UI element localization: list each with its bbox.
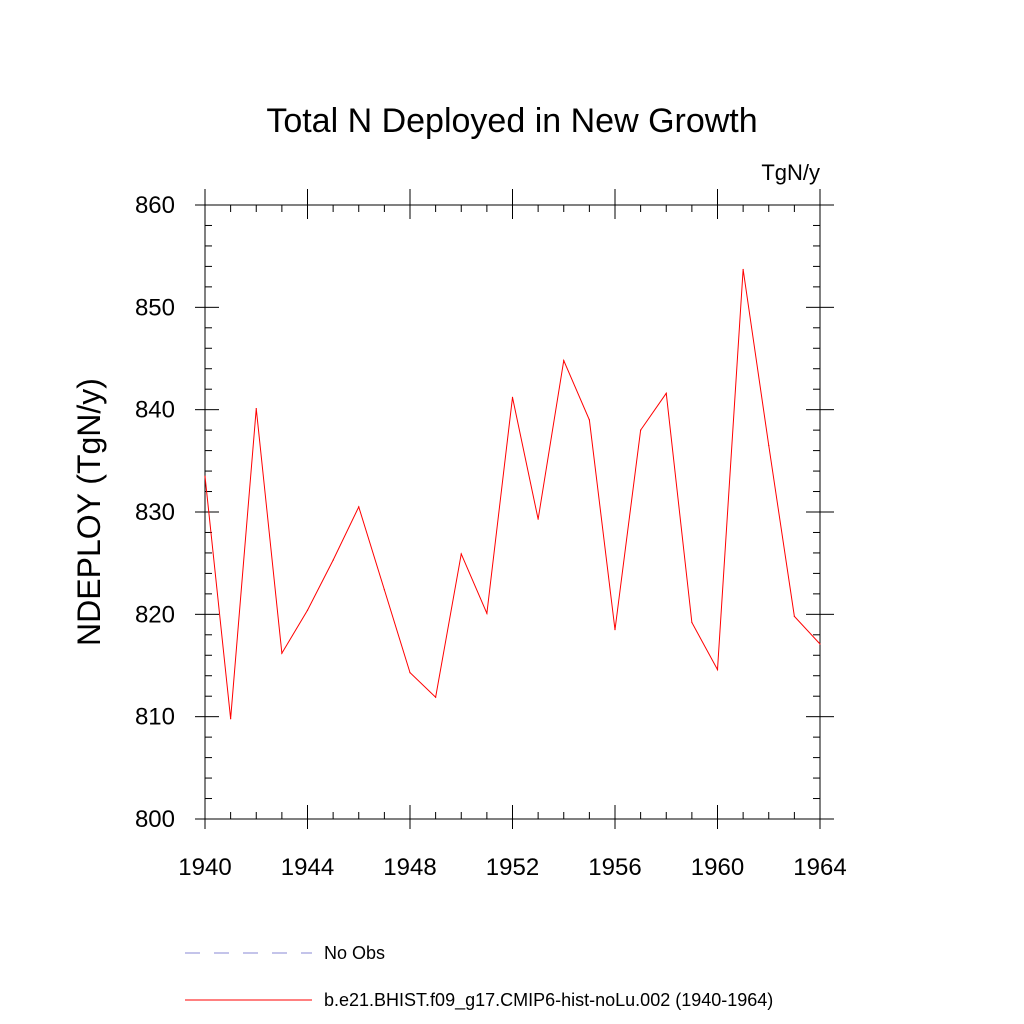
data-point [255, 408, 257, 410]
x-tick-label: 1952 [486, 854, 539, 881]
y-tick-label: 830 [135, 499, 175, 526]
data-point [332, 559, 334, 561]
data-point [511, 396, 514, 398]
data-point [614, 629, 616, 631]
x-tick-label: 1964 [793, 854, 846, 881]
axis-ticks [195, 189, 834, 829]
x-tick-label: 1948 [383, 854, 436, 881]
x-tick-label: 1940 [178, 854, 231, 881]
data-point [819, 643, 821, 645]
data-point [358, 506, 360, 508]
chart-title: Total N Deployed in New Growth [266, 102, 757, 140]
legend-label-model: b.e21.BHIST.f09_g17.CMIP6-hist-noLu.002 … [324, 990, 773, 1011]
y-axis-label: NDEPLOY (TgN/y) [71, 378, 107, 646]
axis-tick-labels: 1940 1944 1948 1952 1956 1960 1964 800 810 820 830… [135, 192, 847, 881]
x-tick-label: 1960 [691, 854, 744, 881]
data-point [204, 475, 206, 477]
y-tick-label: 850 [135, 294, 175, 321]
data-point [716, 668, 719, 671]
data-point [435, 696, 437, 698]
y-tick-label: 820 [135, 601, 175, 628]
data-point [281, 652, 283, 654]
legend: No Obs b.e21.BHIST.f09_g17.CMIP6-hist-no… [185, 943, 773, 1011]
data-point [306, 609, 309, 611]
data-point [383, 589, 385, 591]
series-layer [204, 268, 821, 720]
y-tick-label: 840 [135, 397, 175, 424]
data-point [460, 553, 462, 555]
x-tick-label: 1956 [588, 854, 641, 881]
data-point [537, 518, 539, 520]
y-tick-label: 810 [135, 704, 175, 731]
data-point [691, 621, 693, 624]
data-point [742, 268, 744, 271]
data-point [486, 612, 488, 614]
legend-label-no-obs: No Obs [324, 943, 385, 963]
y-tick-label: 860 [135, 192, 175, 219]
data-point [768, 444, 770, 447]
x-tick-label: 1944 [281, 854, 334, 881]
units-label: TgN/y [761, 160, 820, 185]
series-line [204, 269, 821, 719]
data-point [563, 359, 565, 362]
data-point [588, 419, 590, 421]
y-tick-label: 800 [135, 806, 175, 833]
data-point [409, 672, 411, 674]
data-point [793, 615, 795, 617]
data-point [665, 392, 667, 394]
data-point [640, 429, 642, 431]
data-point [230, 718, 232, 720]
